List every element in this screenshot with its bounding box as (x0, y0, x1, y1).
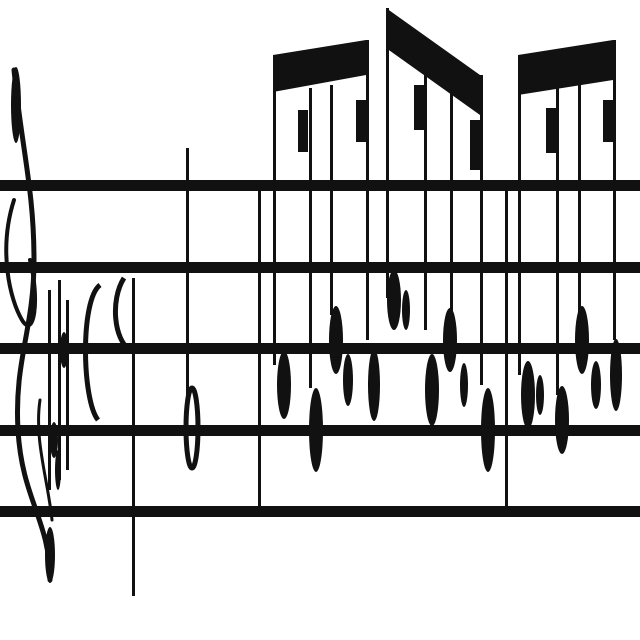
staff-line (0, 343, 640, 354)
staff-line (0, 180, 640, 191)
note (183, 148, 201, 471)
staff-line (0, 262, 640, 273)
treble-clef-icon (4, 67, 55, 583)
barline (505, 190, 508, 510)
time-signature-bar (132, 278, 135, 596)
staff (0, 180, 640, 517)
time-signature-common-icon (83, 276, 132, 422)
key-signature-sharps (48, 280, 69, 490)
beamed-note-group (386, 8, 495, 472)
beamed-note-group (273, 40, 380, 472)
barline (258, 190, 261, 510)
beamed-note-group (518, 40, 622, 454)
staff-line (0, 506, 640, 517)
